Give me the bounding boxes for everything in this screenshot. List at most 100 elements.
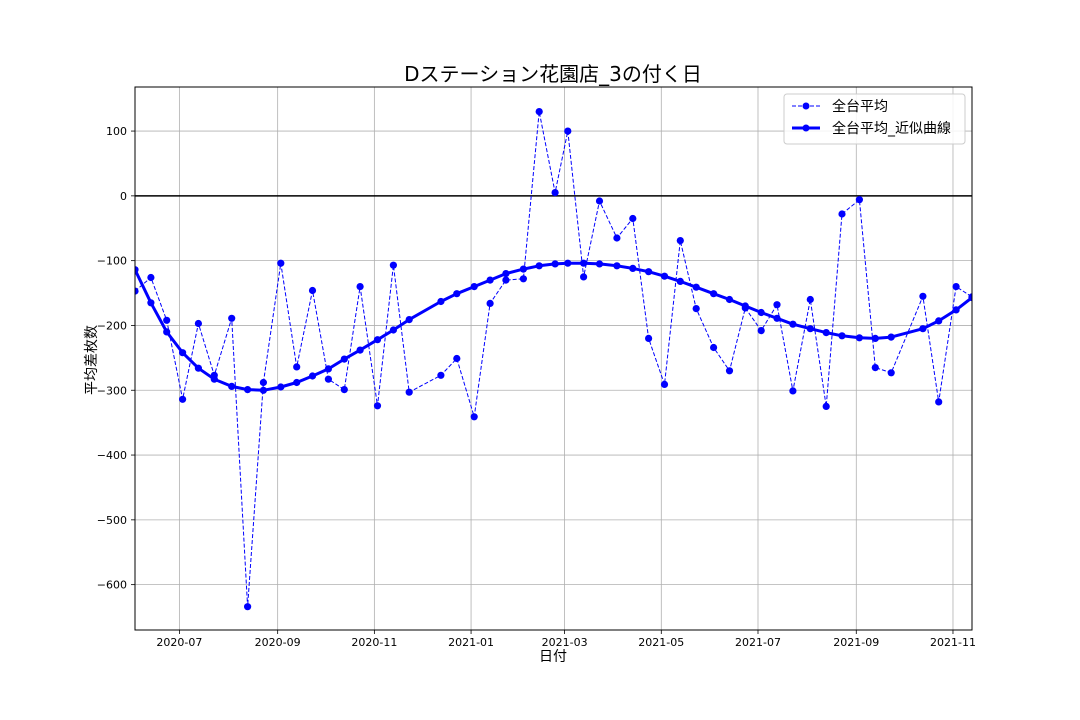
data-point-fit — [194, 364, 202, 372]
data-point-fit — [277, 383, 285, 391]
data-point-average — [855, 196, 864, 204]
chart-title: Dステーション花園店_3の付く日 — [404, 62, 702, 86]
y-tick-label: 100 — [106, 125, 127, 138]
data-point-average — [389, 261, 397, 269]
legend-marker-fit — [802, 124, 810, 132]
data-point-average — [194, 319, 202, 328]
data-point-fit — [871, 334, 879, 342]
legend-label-average: 全台平均 — [832, 98, 888, 115]
data-point-fit — [373, 336, 382, 344]
data-point-fit — [629, 264, 637, 272]
data-point-fit — [437, 297, 445, 306]
data-point-average — [613, 234, 621, 242]
data-point-average — [645, 334, 653, 342]
legend: 全台平均 全台平均_近似曲線 — [783, 93, 966, 145]
data-point-fit — [580, 259, 588, 267]
data-point-fit — [710, 290, 718, 298]
data-point-fit — [179, 349, 187, 357]
data-point-fit — [356, 346, 364, 354]
data-point-average — [919, 292, 927, 300]
data-point-average — [887, 369, 895, 377]
data-point-average — [502, 276, 510, 284]
data-point-average — [308, 286, 317, 295]
y-tick-label: 0 — [120, 190, 127, 203]
data-point-fit — [789, 320, 797, 328]
data-point-average — [952, 283, 960, 291]
legend-label-fit: 全台平均_近似曲線 — [832, 120, 951, 137]
data-point-fit — [806, 325, 814, 333]
x-tick-label: 2020-09 — [255, 636, 301, 649]
data-point-fit — [519, 265, 528, 273]
data-point-fit — [535, 262, 543, 270]
y-tick-label: −600 — [97, 579, 127, 592]
data-point-average — [163, 316, 171, 324]
data-point-fit — [676, 277, 684, 285]
data-point-fit — [968, 294, 972, 302]
series-group — [135, 108, 972, 611]
data-point-fit — [453, 290, 461, 298]
data-point-average — [564, 127, 572, 135]
data-point-fit — [135, 266, 139, 274]
x-tick-label: 2020-07 — [156, 636, 202, 649]
data-point-average — [660, 380, 669, 388]
data-point-average — [935, 398, 943, 406]
x-tick-label: 2021-09 — [833, 636, 879, 649]
data-point-fit — [935, 317, 943, 325]
data-point-fit — [919, 325, 927, 333]
data-point-fit — [564, 259, 572, 267]
data-point-average — [725, 367, 734, 375]
data-point-average — [692, 305, 700, 313]
data-point-fit — [244, 386, 252, 394]
data-point-fit — [822, 329, 830, 337]
data-point-average — [806, 295, 814, 304]
data-point-fit — [502, 270, 510, 278]
legend-box — [783, 93, 966, 145]
x-axis-label: 日付 — [539, 649, 567, 665]
data-point-fit — [147, 299, 155, 307]
series-line-fit — [135, 261, 972, 392]
data-point-average — [453, 354, 461, 363]
data-point-fit — [259, 386, 267, 394]
data-point-average — [676, 237, 684, 245]
data-point-fit — [595, 260, 604, 268]
y-tick-label: −500 — [97, 514, 127, 527]
data-point-average — [324, 375, 332, 383]
data-point-average — [405, 388, 413, 396]
data-point-average — [595, 197, 604, 205]
data-point-average — [373, 402, 382, 410]
y-tick-label: −100 — [97, 255, 127, 268]
data-point-fit — [952, 306, 960, 314]
data-point-fit — [486, 276, 494, 284]
plot-frame — [134, 86, 973, 631]
x-tick-label: 2021-03 — [542, 636, 588, 649]
data-point-fit — [741, 302, 749, 310]
x-tick-label: 2021-07 — [735, 636, 781, 649]
data-point-average — [437, 371, 445, 379]
data-point-average — [147, 273, 155, 282]
data-point-fit — [551, 260, 559, 268]
x-tick-label: 2020-11 — [351, 636, 397, 649]
y-tick-label: −200 — [97, 319, 127, 332]
data-point-average — [580, 273, 588, 281]
data-point-fit — [228, 382, 236, 390]
data-point-fit — [613, 262, 621, 270]
data-point-fit — [660, 272, 669, 280]
data-point-fit — [773, 314, 781, 322]
data-point-fit — [405, 316, 413, 324]
y-tick-label: −300 — [97, 384, 127, 397]
y-tick-label: −400 — [97, 449, 127, 462]
data-point-average — [871, 364, 879, 372]
data-point-average — [710, 343, 718, 352]
data-point-average — [629, 214, 637, 223]
data-point-fit — [389, 326, 397, 334]
data-point-average — [356, 283, 364, 291]
x-tick-label: 2021-05 — [638, 636, 684, 649]
grid — [135, 87, 972, 630]
data-point-fit — [324, 365, 332, 373]
data-point-average — [228, 314, 236, 322]
data-point-average — [277, 259, 285, 267]
data-point-fit — [838, 332, 846, 340]
legend-marker-average — [802, 102, 810, 110]
data-point-average — [486, 299, 494, 307]
data-point-fit — [757, 308, 765, 317]
